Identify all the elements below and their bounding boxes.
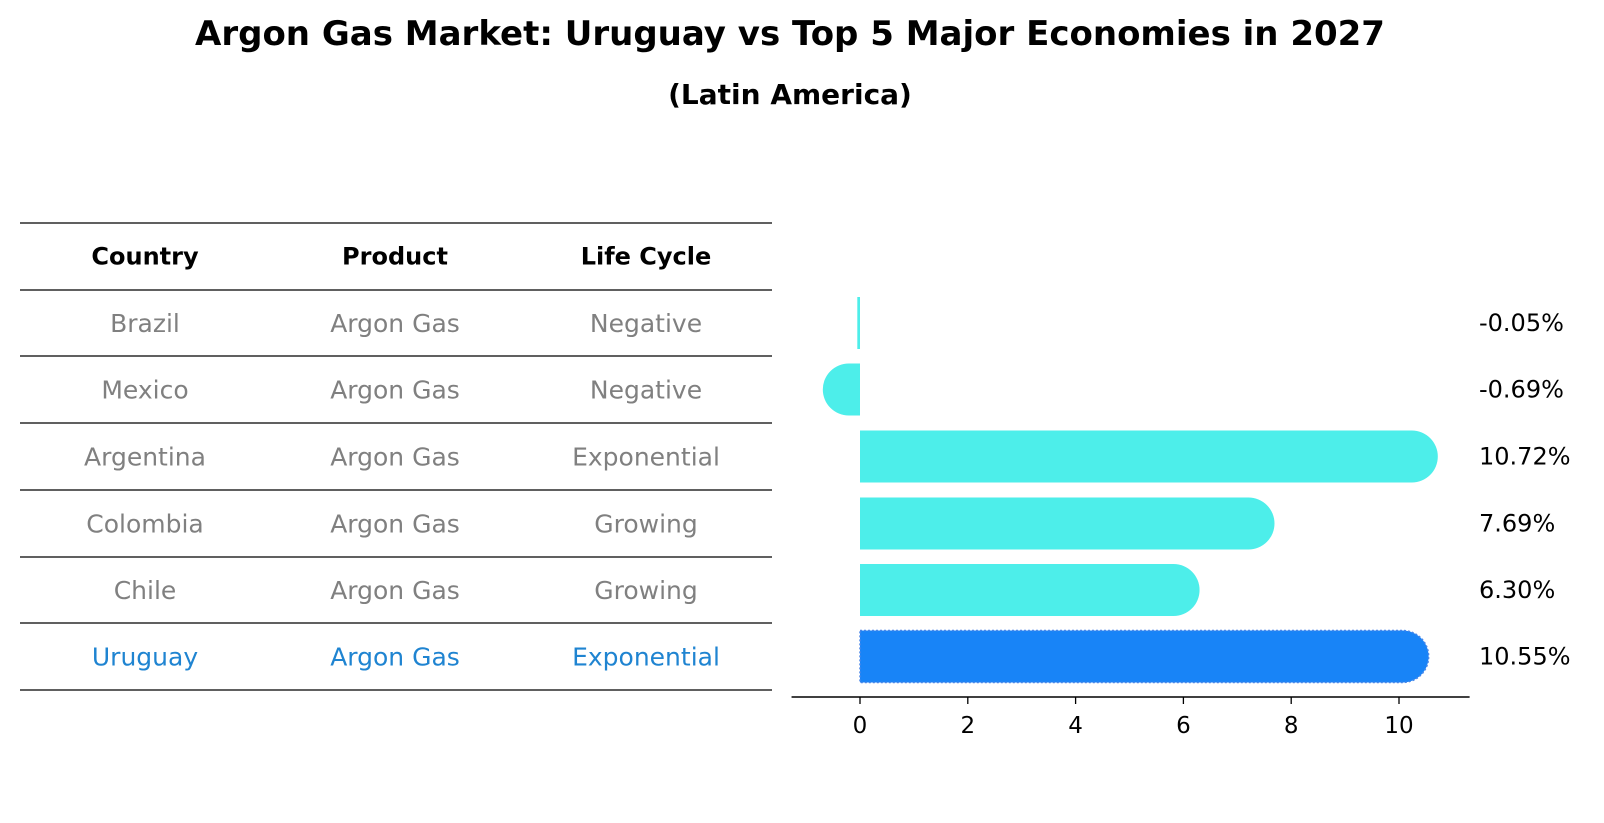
- bar-value-label: 7.69%: [1479, 510, 1555, 538]
- chart-subtitle: (Latin America): [668, 78, 912, 111]
- table-cell: Negative: [590, 309, 702, 338]
- table-header-country: Country: [91, 243, 199, 271]
- x-tick-label: 8: [1284, 713, 1299, 739]
- chart-title: Argon Gas Market: Uruguay vs Top 5 Major…: [195, 14, 1385, 54]
- x-tick-label: 6: [1176, 713, 1191, 739]
- table-cell: Growing: [594, 576, 698, 605]
- bar-value-label: 6.30%: [1479, 576, 1555, 604]
- bar-value-label: -0.05%: [1479, 309, 1564, 337]
- bar-value-label: -0.69%: [1479, 376, 1564, 404]
- bar-brazil: [857, 297, 860, 349]
- bar-uruguay: [859, 629, 1430, 684]
- table-cell: Exponential: [572, 443, 720, 472]
- table-cell: Exponential: [572, 643, 720, 672]
- table-header-product: Product: [342, 243, 448, 271]
- bar-colombia: [860, 497, 1275, 550]
- x-tick-label: 4: [1068, 713, 1083, 739]
- bar-value-label: 10.72%: [1479, 443, 1571, 471]
- table-cell: Uruguay: [92, 643, 198, 672]
- table-cell: Negative: [590, 376, 702, 405]
- table-cell: Argon Gas: [330, 576, 460, 605]
- table-cell: Chile: [114, 576, 177, 605]
- table-cell: Brazil: [110, 309, 180, 338]
- table-cell: Argon Gas: [330, 443, 460, 472]
- table-cell: Growing: [594, 510, 698, 539]
- table-cell: Argentina: [84, 443, 206, 472]
- table-cell: Mexico: [101, 376, 188, 405]
- table-cell: Colombia: [86, 510, 203, 539]
- table-cell: Argon Gas: [330, 309, 460, 338]
- table-cell: Argon Gas: [330, 510, 460, 539]
- x-tick-label: 0: [853, 713, 868, 739]
- table-header-life-cycle: Life Cycle: [581, 243, 712, 271]
- bar-mexico: [822, 363, 860, 416]
- x-tick-label: 2: [960, 713, 975, 739]
- bar-argentina: [860, 430, 1438, 483]
- x-tick-label: 10: [1384, 713, 1413, 739]
- table-cell: Argon Gas: [330, 376, 460, 405]
- table-cell: Argon Gas: [330, 643, 460, 672]
- bar-chile: [860, 564, 1200, 616]
- bar-value-label: 10.55%: [1479, 643, 1571, 671]
